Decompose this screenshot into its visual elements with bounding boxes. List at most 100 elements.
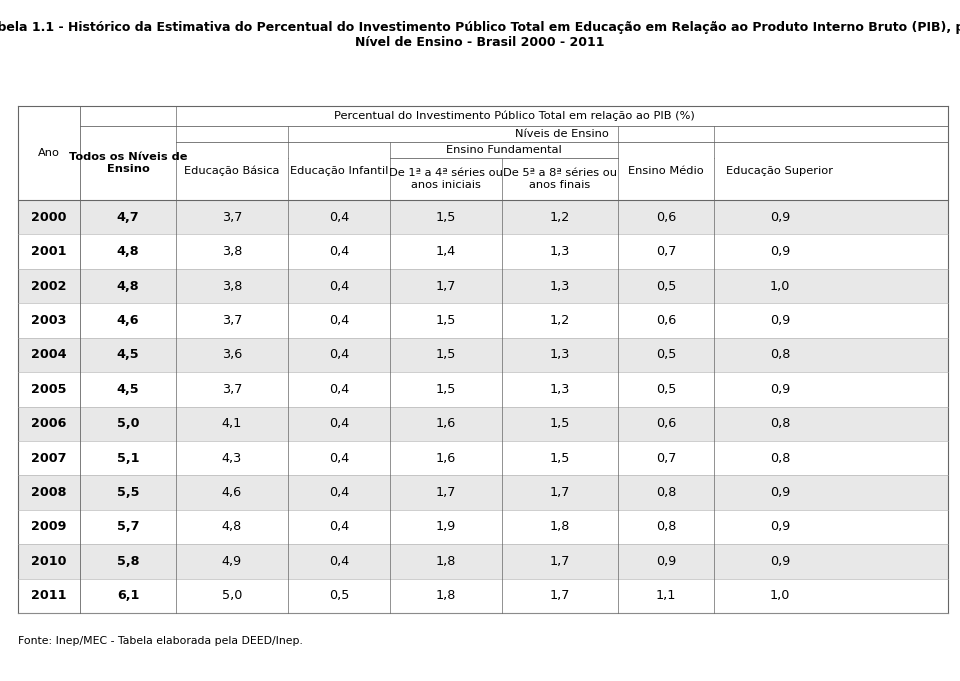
Text: 1,7: 1,7 [436,486,456,499]
Text: 0,4: 0,4 [329,314,349,327]
Text: 4,8: 4,8 [117,245,139,258]
Text: 2004: 2004 [31,349,67,362]
Text: 3,8: 3,8 [222,245,242,258]
Text: 1,0: 1,0 [770,589,790,602]
Text: 0,9: 0,9 [770,383,790,396]
Text: 2007: 2007 [32,452,67,464]
Text: 1,3: 1,3 [550,349,570,362]
Bar [18,338,948,372]
Text: 1,5: 1,5 [550,417,570,430]
Text: 2001: 2001 [32,245,67,258]
Text: Ensino Médio: Ensino Médio [628,166,704,176]
Text: 5,0: 5,0 [117,417,139,430]
Text: 0,6: 0,6 [656,417,676,430]
Text: 2006: 2006 [32,417,66,430]
Text: 0,6: 0,6 [656,210,676,223]
Text: 1,7: 1,7 [550,486,570,499]
Bar [18,372,948,407]
Text: 1,5: 1,5 [436,210,456,223]
Text: Todos os Níveis de
Ensino: Todos os Níveis de Ensino [69,152,187,174]
Text: Tabela 1.1 - Histórico da Estimativa do Percentual do Investimento Público Total: Tabela 1.1 - Histórico da Estimativa do … [0,20,960,33]
Text: 1,3: 1,3 [550,245,570,258]
Text: 4,5: 4,5 [117,349,139,362]
Text: 3,7: 3,7 [222,314,242,327]
Text: 0,4: 0,4 [329,245,349,258]
Text: 2003: 2003 [32,314,67,327]
Text: 0,5: 0,5 [329,589,349,602]
Text: 0,5: 0,5 [656,383,676,396]
Text: De 1ª a 4ª séries ou
anos iniciais: De 1ª a 4ª séries ou anos iniciais [389,168,503,190]
Bar [18,441,948,475]
Text: 3,7: 3,7 [222,210,242,223]
Text: 2002: 2002 [32,279,67,293]
Text: 5,1: 5,1 [117,452,139,464]
Text: 1,5: 1,5 [436,383,456,396]
Text: 0,4: 0,4 [329,452,349,464]
Bar [18,544,948,579]
Text: 0,9: 0,9 [770,555,790,568]
Text: 3,6: 3,6 [222,349,242,362]
Text: 2009: 2009 [32,520,67,533]
Bar [18,106,948,200]
Text: 6,1: 6,1 [117,589,139,602]
Text: 1,0: 1,0 [770,279,790,293]
Text: 0,4: 0,4 [329,210,349,223]
Text: 1,5: 1,5 [436,314,456,327]
Text: 1,1: 1,1 [656,589,676,602]
Text: 0,9: 0,9 [770,245,790,258]
Text: 5,7: 5,7 [117,520,139,533]
Bar [18,407,948,441]
Text: Ano: Ano [38,148,60,158]
Text: 0,5: 0,5 [656,349,676,362]
Bar [18,234,948,269]
Text: 0,4: 0,4 [329,279,349,293]
Text: 1,6: 1,6 [436,417,456,430]
Text: 3,8: 3,8 [222,279,242,293]
Text: Educação Superior: Educação Superior [727,166,833,176]
Text: Percentual do Investimento Público Total em relação ao PIB (%): Percentual do Investimento Público Total… [334,111,694,121]
Text: Ensino Fundamental: Ensino Fundamental [446,145,562,155]
Text: 4,7: 4,7 [117,210,139,223]
Text: 4,5: 4,5 [117,383,139,396]
Text: 1,2: 1,2 [550,210,570,223]
Text: 0,9: 0,9 [770,520,790,533]
Text: 4,3: 4,3 [222,452,242,464]
Text: 1,4: 1,4 [436,245,456,258]
Text: 4,1: 4,1 [222,417,242,430]
Text: 1,7: 1,7 [550,555,570,568]
Text: 1,7: 1,7 [436,279,456,293]
Text: 0,8: 0,8 [656,520,676,533]
Text: 0,9: 0,9 [770,314,790,327]
Text: 0,4: 0,4 [329,349,349,362]
Text: 4,8: 4,8 [222,520,242,533]
Text: 0,4: 0,4 [329,520,349,533]
Text: 0,8: 0,8 [770,417,790,430]
Text: Nível de Ensino - Brasil 2000 - 2011: Nível de Ensino - Brasil 2000 - 2011 [355,37,605,50]
Text: 1,8: 1,8 [550,520,570,533]
Text: 1,7: 1,7 [550,589,570,602]
Text: 1,8: 1,8 [436,555,456,568]
Text: 0,4: 0,4 [329,555,349,568]
Text: 2005: 2005 [32,383,67,396]
Text: Níveis de Ensino: Níveis de Ensino [516,129,609,139]
Text: Educação Infantil: Educação Infantil [290,166,388,176]
Text: 4,9: 4,9 [222,555,242,568]
Text: 1,2: 1,2 [550,314,570,327]
Text: 4,6: 4,6 [222,486,242,499]
Text: 1,3: 1,3 [550,279,570,293]
Text: 5,5: 5,5 [117,486,139,499]
Bar [18,303,948,338]
Text: 0,5: 0,5 [656,279,676,293]
Text: 0,9: 0,9 [656,555,676,568]
Text: 0,4: 0,4 [329,417,349,430]
Text: 2000: 2000 [32,210,67,223]
Text: 0,8: 0,8 [656,486,676,499]
Text: 1,8: 1,8 [436,589,456,602]
Text: 2010: 2010 [32,555,67,568]
Text: 5,0: 5,0 [222,589,242,602]
Text: Educação Básica: Educação Básica [184,165,279,176]
Text: 0,9: 0,9 [770,210,790,223]
Text: 0,7: 0,7 [656,452,676,464]
Text: 4,6: 4,6 [117,314,139,327]
Text: 4,8: 4,8 [117,279,139,293]
